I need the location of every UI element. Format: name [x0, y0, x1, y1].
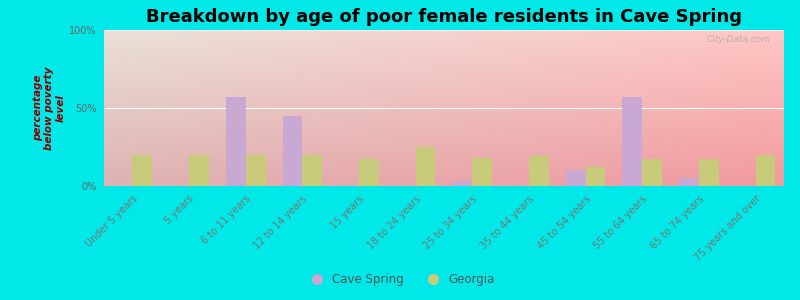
Bar [453, 181, 472, 186]
Bar [566, 170, 586, 186]
Bar [246, 155, 266, 186]
Bar [756, 155, 775, 186]
Title: Breakdown by age of poor female residents in Cave Spring: Breakdown by age of poor female resident… [146, 8, 742, 26]
Bar [529, 156, 549, 186]
Bar [282, 116, 302, 186]
Bar [642, 160, 662, 186]
Bar [472, 158, 492, 186]
Bar [226, 97, 246, 186]
Bar [416, 147, 435, 186]
Bar [189, 155, 209, 186]
Text: City-Data.com: City-Data.com [706, 35, 770, 44]
Bar [359, 160, 379, 186]
Bar [586, 167, 606, 186]
Bar [699, 160, 719, 186]
Y-axis label: percentage
below poverty
level: percentage below poverty level [33, 66, 66, 150]
Bar [679, 178, 699, 186]
Legend: Cave Spring, Georgia: Cave Spring, Georgia [300, 269, 500, 291]
Bar [622, 97, 642, 186]
Bar [302, 155, 322, 186]
Bar [132, 155, 152, 186]
